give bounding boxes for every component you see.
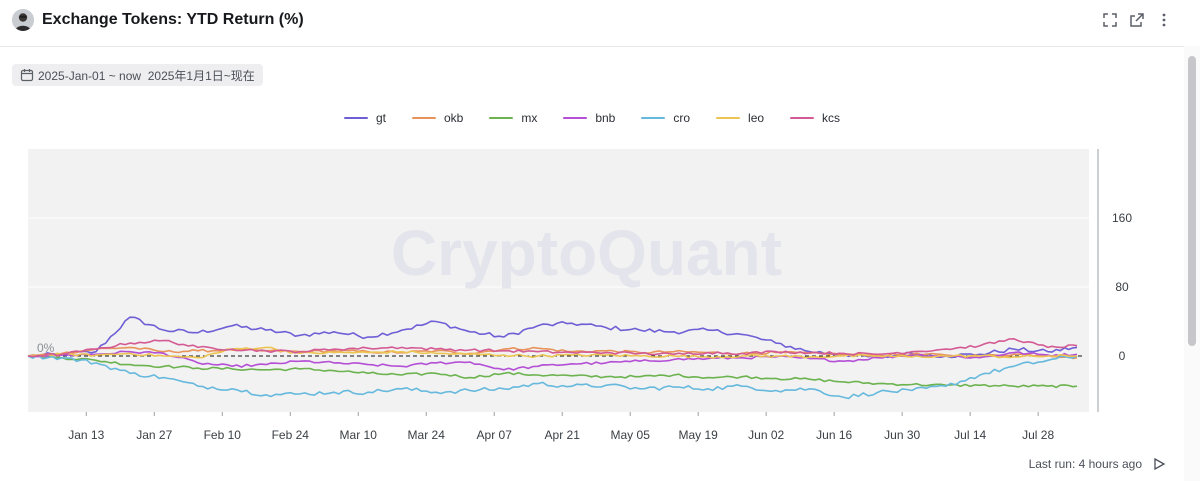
series-line-leo[interactable] <box>28 346 1078 359</box>
series-line-cro[interactable] <box>27 354 1078 400</box>
x-tick-label: Jan 27 <box>136 428 172 442</box>
y-tick-label: 160 <box>1112 211 1132 225</box>
series-line-kcs[interactable] <box>27 338 1078 358</box>
legend-swatch <box>411 117 436 119</box>
legend-item-gt[interactable]: gt <box>343 110 386 126</box>
fullscreen-icon[interactable] <box>1100 10 1120 30</box>
chart-legend: gt okb mx bnb cro leo kcs <box>0 110 1184 126</box>
x-tick-label: Jan 13 <box>68 428 104 442</box>
external-link-icon[interactable] <box>1127 10 1147 30</box>
legend-item-bnb[interactable]: bnb <box>563 110 615 126</box>
date-range-selector[interactable]: 2025-Jan-01 ~ now 2025年1月1日~现在 <box>12 64 263 86</box>
legend-item-okb[interactable]: okb <box>411 110 464 126</box>
legend-swatch <box>489 117 514 119</box>
legend-swatch <box>790 117 815 119</box>
legend-label: gt <box>375 111 386 125</box>
play-icon[interactable] <box>1152 457 1166 471</box>
legend-swatch <box>563 117 588 119</box>
calendar-icon <box>20 68 34 82</box>
more-vertical-icon[interactable] <box>1154 10 1174 30</box>
watermark: CryptoQuant <box>391 217 782 289</box>
x-tick-label: Apr 07 <box>477 428 513 442</box>
x-tick-label: Mar 24 <box>408 428 446 442</box>
x-tick-label: Jun 16 <box>816 428 852 442</box>
legend-label: mx <box>521 111 538 125</box>
legend-label: leo <box>748 111 765 125</box>
y-tick-label: 80 <box>1115 280 1129 294</box>
legend-item-kcs[interactable]: kcs <box>790 110 840 126</box>
x-tick-label: Jul 14 <box>954 428 986 442</box>
footer: Last run: 4 hours ago <box>1029 457 1166 471</box>
legend-label: cro <box>673 111 691 125</box>
plot-area <box>28 149 1089 412</box>
scrollbar-thumb[interactable] <box>1188 56 1196 346</box>
x-tick-label: Mar 10 <box>340 428 378 442</box>
x-tick-label: May 05 <box>611 428 651 442</box>
x-tick-label: May 19 <box>679 428 719 442</box>
legend-label: bnb <box>595 111 616 125</box>
x-tick-label: Jun 30 <box>884 428 920 442</box>
legend-item-cro[interactable]: cro <box>641 110 690 126</box>
legend-swatch <box>641 117 666 119</box>
y-tick-label: 0 <box>1119 349 1126 363</box>
legend-label: okb <box>443 111 464 125</box>
x-tick-label: Apr 21 <box>545 428 581 442</box>
x-tick-label: Jun 02 <box>748 428 784 442</box>
x-tick-label: Feb 10 <box>204 428 242 442</box>
chart-header: Exchange Tokens: YTD Return (%) <box>0 0 1200 47</box>
x-tick-label: Feb 24 <box>272 428 310 442</box>
legend-swatch <box>716 117 741 119</box>
line-chart: CryptoQuant 0% Jan 13 Jan 27 Feb 10 Feb 24 M… <box>27 149 1132 442</box>
series-line-mx[interactable] <box>27 354 1078 389</box>
x-tick-label: Jul 28 <box>1022 428 1054 442</box>
legend-item-mx[interactable]: mx <box>489 110 537 126</box>
avatar <box>12 9 34 31</box>
legend-label: kcs <box>822 111 841 125</box>
legend-swatch <box>343 117 368 119</box>
last-run-text: Last run: 4 hours ago <box>1028 457 1142 471</box>
legend-item-leo[interactable]: leo <box>716 110 764 126</box>
date-range-label: 2025-Jan-01 ~ now 2025年1月1日~现在 <box>38 68 255 83</box>
zero-percent-label: 0% <box>37 341 55 355</box>
series-line-okb[interactable] <box>27 346 1078 360</box>
page-title: Exchange Tokens: YTD Return (%) <box>42 11 304 28</box>
